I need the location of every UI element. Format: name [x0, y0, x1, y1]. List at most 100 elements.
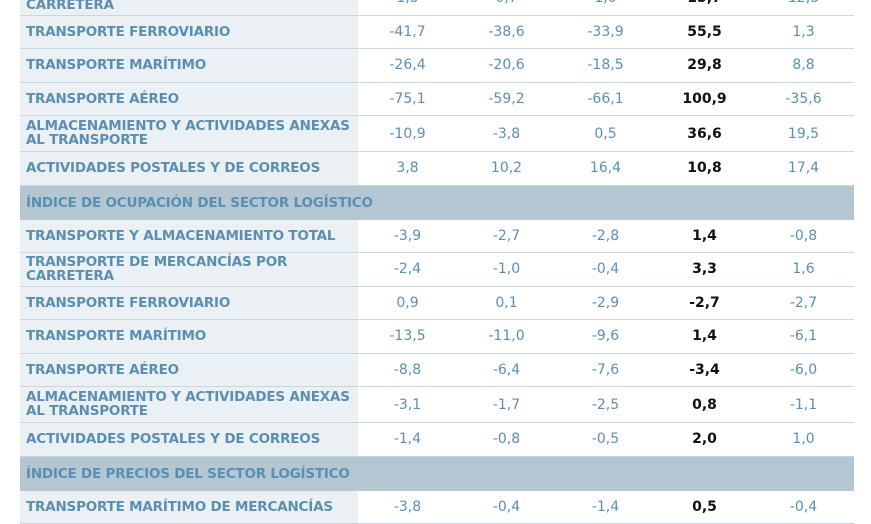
row-label: TRANSPORTE AÉREO — [20, 83, 358, 116]
row-label: TRANSPORTE FERROVIARIO — [20, 16, 358, 49]
value-cell: -8,8 — [358, 354, 457, 387]
value-cell: 55,5 — [655, 16, 754, 49]
value-cell: -2,4 — [358, 253, 457, 286]
value-cell: -3,1 — [358, 387, 457, 422]
table-row: TRANSPORTE Y ALMACENAMIENTO TOTAL-3,9-2,… — [20, 220, 854, 254]
value-cell: -41,7 — [358, 16, 457, 49]
value-cell: -3,4 — [655, 354, 754, 387]
value-cell: -6,1 — [754, 320, 853, 353]
value-cell: 1,0 — [556, 0, 655, 15]
row-label: ALMACENAMIENTO Y ACTIVIDADES ANEXAS AL T… — [20, 387, 358, 422]
value-cell: -9,6 — [556, 320, 655, 353]
value-cell: 16,4 — [556, 152, 655, 185]
table-row: ACTIVIDADES POSTALES Y DE CORREOS-1,4-0,… — [20, 423, 854, 457]
value-cell: -1,7 — [457, 387, 556, 422]
value-cell: -66,1 — [556, 83, 655, 116]
value-cell: -10,9 — [358, 116, 457, 151]
value-cell: -2,9 — [556, 287, 655, 320]
value-cell: 1,6 — [754, 253, 853, 286]
value-cell: 3,3 — [655, 253, 754, 286]
value-cell: -2,7 — [655, 287, 754, 320]
section-header-occupation: ÍNDICE DE OCUPACIÓN DEL SECTOR LOGÍSTICO — [20, 186, 854, 220]
value-cell: 19,5 — [754, 116, 853, 151]
value-cell: 36,6 — [655, 116, 754, 151]
row-label: ACTIVIDADES POSTALES Y DE CORREOS — [20, 152, 358, 185]
value-cell: 1,0 — [754, 423, 853, 456]
value-cell: -33,9 — [556, 16, 655, 49]
value-cell: 0,8 — [655, 387, 754, 422]
value-cell: -1,0 — [457, 253, 556, 286]
table-group-occupation: TRANSPORTE Y ALMACENAMIENTO TOTAL-3,9-2,… — [20, 220, 854, 457]
value-cell: -13,5 — [358, 320, 457, 353]
value-cell: -2,7 — [457, 220, 556, 253]
value-cell: 0,1 — [457, 287, 556, 320]
value-cell: -2,7 — [754, 287, 853, 320]
value-cell: -0,4 — [457, 491, 556, 524]
row-label: TRANSPORTE MARÍTIMO DE MERCANCÍAS — [20, 491, 358, 524]
value-cell: -0,4 — [754, 491, 853, 524]
table-row: TRANSPORTE AÉREO-8,8-6,4-7,6-3,4-6,0 — [20, 354, 854, 388]
value-cell: -3,8 — [358, 491, 457, 524]
value-cell: -3,9 — [358, 220, 457, 253]
value-cell: 1,4 — [655, 320, 754, 353]
value-cell: 1,4 — [655, 220, 754, 253]
row-label: TRANSPORTE DE MERCANCÍAS POR CARRETERA — [20, 0, 358, 15]
value-cell: -0,8 — [457, 423, 556, 456]
value-cell: -1,4 — [358, 423, 457, 456]
value-cell: 2,0 — [655, 423, 754, 456]
value-cell: -0,5 — [556, 423, 655, 456]
value-cell: -3,8 — [457, 116, 556, 151]
table-group-activity: TRANSPORTE DE MERCANCÍAS POR CARRETERA1,… — [20, 0, 854, 186]
row-label: TRANSPORTE DE MERCANCÍAS POR CARRETERA — [20, 253, 358, 286]
value-cell: 17,4 — [754, 152, 853, 185]
row-label: TRANSPORTE FERROVIARIO — [20, 287, 358, 320]
value-cell: 1,3 — [358, 0, 457, 15]
row-label: TRANSPORTE Y ALMACENAMIENTO TOTAL — [20, 220, 358, 253]
value-cell: -0,4 — [556, 253, 655, 286]
value-cell: 0,5 — [556, 116, 655, 151]
value-cell: 29,8 — [655, 49, 754, 82]
value-cell: 100,9 — [655, 83, 754, 116]
value-cell: -0,8 — [754, 220, 853, 253]
value-cell: -20,6 — [457, 49, 556, 82]
data-table: TRANSPORTE DE MERCANCÍAS POR CARRETERA1,… — [20, 0, 854, 524]
value-cell: 1,3 — [754, 16, 853, 49]
table-row: TRANSPORTE DE MERCANCÍAS POR CARRETERA-2… — [20, 253, 854, 287]
value-cell: -6,4 — [457, 354, 556, 387]
value-cell: -59,2 — [457, 83, 556, 116]
value-cell: -11,0 — [457, 320, 556, 353]
value-cell: 0,9 — [358, 287, 457, 320]
value-cell: 10,8 — [655, 152, 754, 185]
value-cell: -1,4 — [556, 491, 655, 524]
row-label: TRANSPORTE MARÍTIMO — [20, 49, 358, 82]
table-row: ALMACENAMIENTO Y ACTIVIDADES ANEXAS AL T… — [20, 116, 854, 152]
table-group-prices: TRANSPORTE MARÍTIMO DE MERCANCÍAS-3,8-0,… — [20, 491, 854, 524]
row-label: TRANSPORTE MARÍTIMO — [20, 320, 358, 353]
value-cell: -38,6 — [457, 16, 556, 49]
row-label: ALMACENAMIENTO Y ACTIVIDADES ANEXAS AL T… — [20, 116, 358, 151]
row-label: ACTIVIDADES POSTALES Y DE CORREOS — [20, 423, 358, 456]
value-cell: 12,3 — [754, 0, 853, 15]
value-cell: -35,6 — [754, 83, 853, 116]
value-cell: -2,8 — [556, 220, 655, 253]
value-cell: 0,7 — [457, 0, 556, 15]
value-cell: 15,7 — [655, 0, 754, 15]
value-cell: 8,8 — [754, 49, 853, 82]
value-cell: 10,2 — [457, 152, 556, 185]
value-cell: 0,5 — [655, 491, 754, 524]
value-cell: -7,6 — [556, 354, 655, 387]
value-cell: -26,4 — [358, 49, 457, 82]
value-cell: -1,1 — [754, 387, 853, 422]
value-cell: -6,0 — [754, 354, 853, 387]
value-cell: 3,8 — [358, 152, 457, 185]
section-header-prices: ÍNDICE DE PRECIOS DEL SECTOR LOGÍSTICO — [20, 457, 854, 491]
table-row: TRANSPORTE DE MERCANCÍAS POR CARRETERA1,… — [20, 0, 854, 16]
row-label: TRANSPORTE AÉREO — [20, 354, 358, 387]
value-cell: -75,1 — [358, 83, 457, 116]
value-cell: -2,5 — [556, 387, 655, 422]
